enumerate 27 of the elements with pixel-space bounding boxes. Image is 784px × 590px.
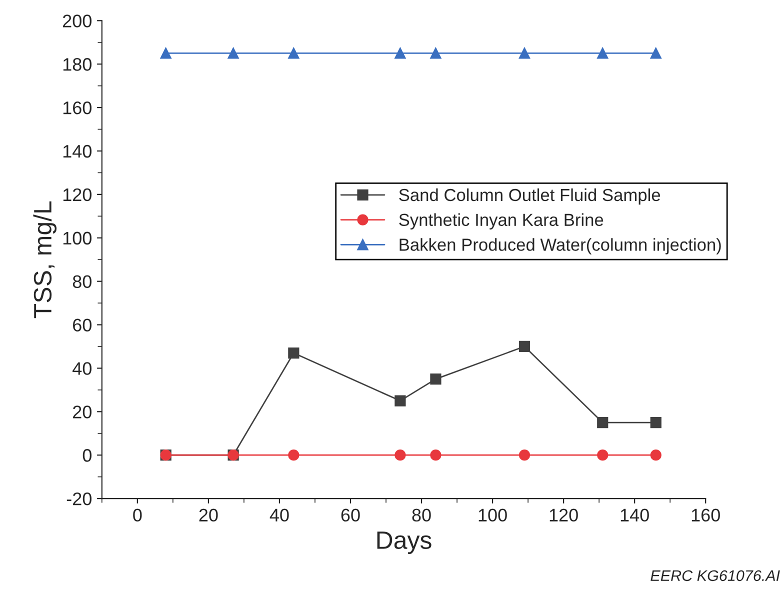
y-axis-title: TSS, mg/L [33, 201, 57, 318]
x-tick-label: 60 [341, 508, 360, 522]
y-tick-label: 80 [72, 275, 92, 288]
x-tick-label: 40 [270, 508, 289, 522]
y-tick-label: 20 [73, 406, 92, 418]
text: EERC KG61076.AI [650, 570, 780, 582]
y-tick-label: -20 [66, 492, 92, 506]
x-tick-label: 80 [412, 508, 431, 522]
y-tick-label: 120 [63, 188, 92, 202]
x-axis-title: Days [377, 532, 432, 554]
x-tick-label: 140 [620, 508, 649, 522]
legend-label: Synthetic Inyan Kara Brine [399, 213, 604, 230]
y-tick-label: 0 [82, 449, 92, 462]
y-tick-label: 200 [62, 14, 92, 28]
y-tick-label: 100 [63, 232, 92, 245]
y-tick-label: 180 [63, 58, 92, 71]
y-tick-label: 60 [73, 318, 92, 332]
legend-label: Sand Column Outlet Fluid Sample [399, 188, 660, 205]
x-tick-label: 100 [478, 508, 507, 522]
x-tick-label: 20 [199, 508, 218, 522]
y-tick-label: 40 [72, 362, 92, 375]
y-tick-label: 160 [63, 101, 92, 114]
x-tick-label: 0 [133, 508, 142, 522]
y-tick-label: 140 [63, 144, 92, 158]
legend-label: Bakken Produced Water(column injection) [400, 238, 721, 254]
x-tick-label: 160 [692, 508, 720, 522]
x-tick-label: 120 [550, 508, 578, 522]
